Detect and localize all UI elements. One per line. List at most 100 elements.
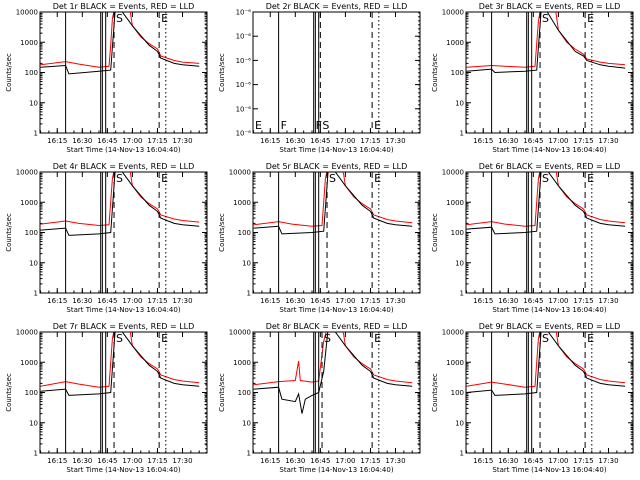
series-events-line: [253, 172, 413, 235]
panel-det-7: Det 7r BLACK = Events, RED = LLD 1 10 100 10…: [5, 322, 208, 474]
panel-title: Det 7r BLACK = Events, RED = LLD: [53, 322, 195, 331]
y-axis-label: Counts/sec: [5, 53, 13, 92]
y-tick-label: 1000: [20, 39, 38, 47]
x-tick-label: 16:15: [473, 457, 493, 465]
x-axis-label: Start Time (14-Nov-13 16:04:40): [279, 466, 393, 474]
x-tick-label: 17:00: [548, 297, 568, 305]
x-axis-label: Start Time (14-Nov-13 16:04:40): [66, 466, 180, 474]
x-tick-label: 17:30: [385, 137, 405, 145]
series-lld-line: [40, 332, 200, 388]
x-axis-label: Start Time (14-Nov-13 16:04:40): [66, 146, 180, 154]
marker-label: S: [116, 332, 123, 345]
plot-frame: [252, 171, 421, 294]
y-tick-label: 1000: [233, 199, 251, 207]
x-tick-label: 16:45: [97, 297, 117, 305]
y-tick-label: 10000: [442, 329, 464, 337]
panel-title: Det 6r BLACK = Events, RED = LLD: [479, 162, 621, 171]
x-tick-label: 17:15: [360, 297, 380, 305]
series-group: [40, 12, 200, 75]
marker-label: F: [281, 119, 287, 132]
x-axis-label: Start Time (14-Nov-13 16:04:40): [66, 306, 180, 314]
y-axis-label: Counts/sec: [5, 373, 13, 412]
x-axis-label: Start Time (14-Nov-13 16:04:40): [492, 466, 606, 474]
y-tick-label: 1000: [446, 199, 464, 207]
plot-frame: [465, 331, 634, 454]
x-tick-label: 17:15: [147, 137, 167, 145]
y-tick-label: 100: [238, 389, 251, 397]
series-group: [253, 332, 413, 414]
y-axis-label: Counts/sec: [431, 53, 439, 92]
x-axis-label: Start Time (14-Nov-13 16:04:40): [492, 146, 606, 154]
x-tick-label: 16:15: [260, 297, 280, 305]
y-tick-label: 100: [451, 69, 464, 77]
x-tick-label: 16:45: [523, 297, 543, 305]
series-events-line: [466, 332, 626, 396]
x-axis-label: Start Time (14-Nov-13 16:04:40): [492, 306, 606, 314]
x-axis-label: Start Time (14-Nov-13 16:04:40): [279, 146, 393, 154]
x-tick-label: 17:00: [548, 137, 568, 145]
y-tick-label: 10⁻⁶: [236, 33, 252, 41]
panel-title: Det 2r BLACK = Events, RED = LLD: [266, 2, 408, 11]
marker-label: E: [161, 12, 168, 25]
series-lld-line: [466, 12, 626, 68]
panel-title: Det 5r BLACK = Events, RED = LLD: [266, 162, 408, 171]
x-tick-label: 16:30: [498, 297, 518, 305]
x-tick-label: 16:30: [285, 457, 305, 465]
x-tick-label: 16:30: [285, 137, 305, 145]
x-tick-label: 16:30: [72, 297, 92, 305]
panel-title: Det 8r BLACK = Events, RED = LLD: [266, 322, 408, 331]
marker-label: E: [587, 332, 594, 345]
series-lld-line: [40, 12, 200, 68]
y-tick-label: 10000: [442, 9, 464, 17]
x-tick-label: 17:00: [335, 297, 355, 305]
plot-frame: [39, 11, 208, 134]
series-group: [253, 172, 413, 235]
plot-frame: [252, 331, 421, 454]
x-tick-label: 17:30: [385, 457, 405, 465]
x-tick-label: 17:30: [172, 137, 192, 145]
marker-label: E: [374, 172, 381, 185]
marker-label: S: [322, 119, 329, 132]
marker-label: S: [542, 12, 549, 25]
y-axis-label: Counts/sec: [218, 373, 226, 412]
x-tick-label: 17:30: [598, 457, 618, 465]
x-tick-label: 17:15: [573, 297, 593, 305]
y-tick-label: 10000: [229, 169, 251, 177]
series-lld-line: [40, 172, 200, 227]
y-tick-label: 10: [29, 99, 38, 107]
panel-det-2: Det 2r BLACK = Events, RED = LLD 10⁻⁶ 10⁻⁶…: [218, 2, 421, 154]
series-group: [466, 332, 626, 396]
x-tick-label: 17:15: [360, 137, 380, 145]
y-tick-label: 10: [242, 419, 251, 427]
x-tick-label: 16:15: [47, 297, 67, 305]
plot-frame: [39, 171, 208, 294]
y-tick-label: 1: [460, 130, 464, 138]
y-tick-label: 1: [247, 290, 251, 298]
marker-label: S: [324, 332, 331, 345]
x-tick-label: 16:45: [523, 137, 543, 145]
y-tick-label: 100: [25, 229, 38, 237]
marker-label: E: [161, 172, 168, 185]
y-axis-label: Counts/sec: [431, 213, 439, 252]
y-tick-label: 10⁻⁶: [236, 9, 252, 17]
panel-title: Det 4r BLACK = Events, RED = LLD: [53, 162, 195, 171]
x-tick-label: 16:30: [285, 297, 305, 305]
x-tick-label: 16:45: [97, 457, 117, 465]
marker-label: S: [116, 12, 123, 25]
x-tick-label: 17:15: [360, 457, 380, 465]
y-tick-label: 1000: [20, 199, 38, 207]
y-tick-label: 10000: [16, 169, 38, 177]
x-tick-label: 16:15: [473, 297, 493, 305]
marker-label: S: [542, 332, 549, 345]
x-tick-label: 17:00: [335, 137, 355, 145]
y-tick-label: 1: [34, 130, 38, 138]
x-tick-label: 16:45: [310, 457, 330, 465]
x-axis-label: Start Time (14-Nov-13 16:04:40): [279, 306, 393, 314]
marker-label: E: [374, 332, 381, 345]
y-tick-label: 1000: [446, 359, 464, 367]
x-tick-label: 17:30: [385, 297, 405, 305]
y-tick-label: 10000: [16, 329, 38, 337]
series-group: [40, 332, 200, 396]
panel-det-3: Det 3r BLACK = Events, RED = LLD 1 10 100 10…: [431, 2, 634, 154]
